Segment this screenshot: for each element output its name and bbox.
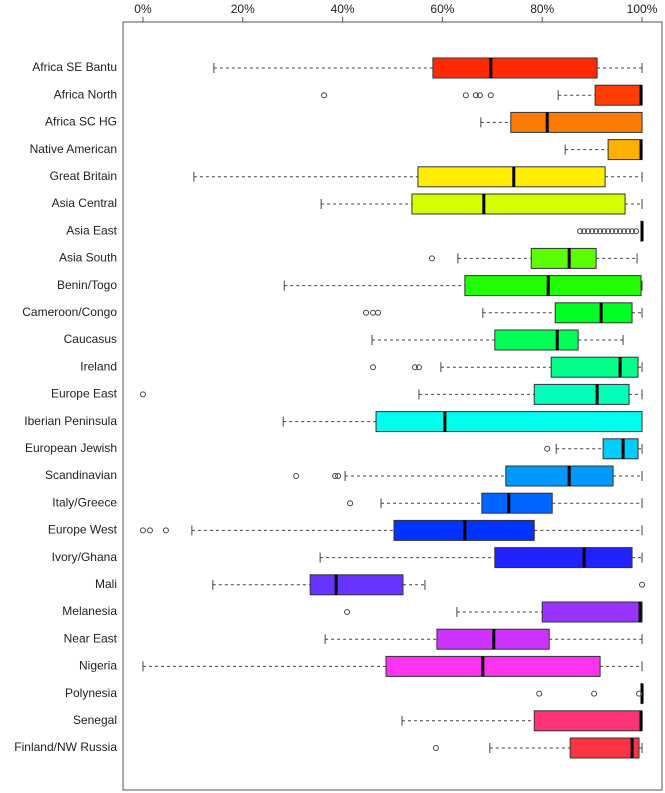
x-tick-label: 80% (530, 2, 554, 16)
outlier (593, 228, 600, 235)
box (510, 111, 643, 133)
category-label: Great Britain (50, 169, 117, 183)
box (530, 247, 597, 269)
outlier (585, 228, 592, 235)
category-label: Africa North (54, 87, 117, 101)
outlier (617, 228, 624, 235)
box (494, 329, 579, 351)
outlier (544, 445, 551, 452)
outlier (487, 92, 494, 99)
box (385, 655, 601, 677)
box (464, 275, 642, 297)
outlier (589, 228, 596, 235)
box (541, 601, 643, 623)
outlier (625, 228, 632, 235)
box (481, 492, 553, 514)
outlier (636, 690, 643, 697)
category-label: Asia South (59, 251, 117, 265)
x-tick-label: 60% (430, 2, 454, 16)
category-label: Europe East (51, 387, 118, 401)
box (494, 547, 633, 569)
box (432, 57, 598, 79)
outlier (415, 364, 422, 371)
outlier (428, 255, 435, 262)
box (375, 411, 643, 433)
outlier (370, 364, 377, 371)
category-label: Ireland (80, 359, 117, 373)
outlier (146, 527, 153, 534)
outlier (577, 228, 584, 235)
x-tick-label: 0% (134, 2, 152, 16)
outlier (629, 228, 636, 235)
category-label: Polynesia (65, 686, 117, 700)
outlier (293, 473, 300, 479)
outlier (139, 391, 146, 398)
outlier (591, 690, 598, 697)
outlier (633, 228, 640, 235)
outlier (639, 581, 646, 588)
category-label: European Jewish (25, 441, 117, 455)
outlier (344, 609, 351, 615)
category-label: Ivory/Ghana (52, 550, 118, 564)
outlier (609, 228, 616, 235)
category-label: Asia Central (52, 196, 117, 210)
category-label: Finland/NW Russia (14, 740, 117, 754)
box (550, 356, 639, 378)
outlier (601, 228, 608, 235)
outlier (363, 309, 370, 316)
outlier (139, 527, 146, 534)
category-label: Asia East (66, 223, 117, 237)
outlier (162, 527, 169, 534)
plot-frame (122, 21, 663, 791)
x-tick-label: 100% (627, 2, 658, 16)
outlier (605, 228, 612, 235)
category-label: Senegal (73, 713, 117, 727)
outlier (375, 309, 382, 316)
outlier (462, 92, 469, 99)
category-label: Native American (30, 142, 117, 156)
outlier (335, 473, 342, 479)
category-label: Africa SE Bantu (32, 60, 117, 74)
outlier (370, 309, 377, 316)
category-label: Scandinavian (45, 468, 117, 482)
box (411, 193, 626, 215)
box (607, 139, 643, 161)
box (505, 465, 614, 487)
category-label: Near East (64, 631, 118, 645)
box (602, 438, 639, 460)
outlier (476, 92, 483, 99)
outlier (621, 228, 628, 235)
box (594, 84, 643, 106)
box (309, 574, 404, 596)
category-label: Europe West (48, 523, 118, 537)
category-label: Cameroon/Congo (22, 305, 117, 319)
category-label: Nigeria (79, 659, 117, 673)
outlier (411, 364, 418, 371)
box (417, 166, 606, 188)
outlier (597, 228, 604, 235)
box (533, 710, 643, 732)
outlier (581, 228, 588, 235)
category-label: Iberian Peninsula (24, 414, 117, 428)
outlier (432, 745, 439, 751)
category-label: Benin/Togo (57, 278, 117, 292)
x-tick-label: 20% (231, 2, 255, 16)
box (554, 302, 633, 324)
box (569, 737, 640, 759)
outlier (613, 228, 620, 235)
category-label: Italy/Greece (52, 495, 117, 509)
outlier (332, 473, 339, 479)
outlier (472, 92, 479, 99)
category-label: Melanesia (62, 604, 117, 618)
box (533, 383, 630, 405)
category-label: Mali (95, 577, 117, 591)
category-label: Africa SC HG (45, 115, 117, 129)
outlier (347, 500, 354, 507)
category-label: Caucasus (64, 332, 117, 346)
outlier (536, 690, 543, 697)
x-tick-label: 40% (331, 2, 355, 16)
outlier (321, 92, 328, 99)
